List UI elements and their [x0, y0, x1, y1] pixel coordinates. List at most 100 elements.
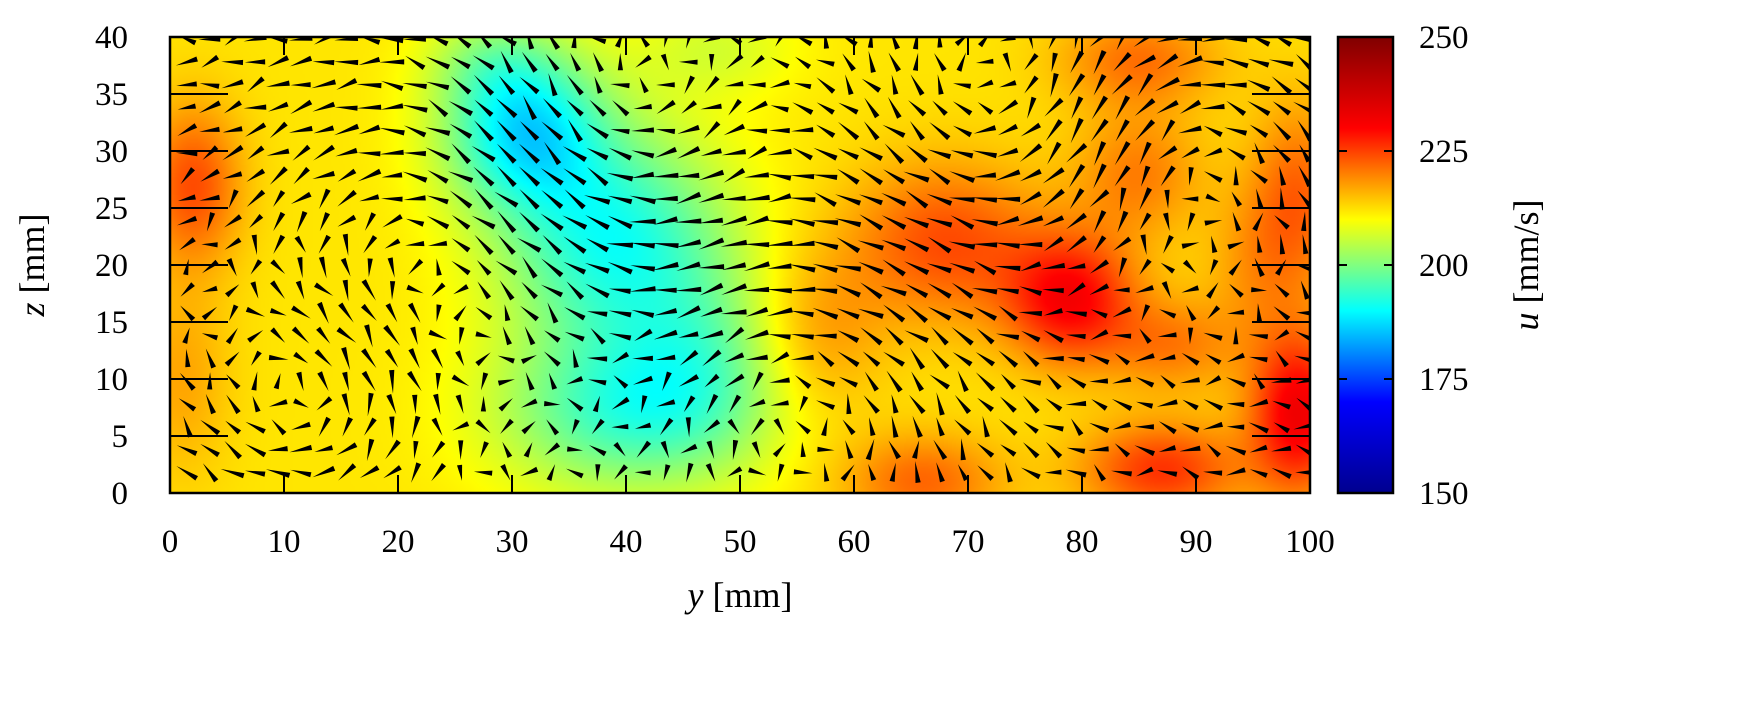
velocity-vector — [813, 147, 838, 161]
velocity-vector — [727, 418, 740, 435]
y-tick-label: 0 — [112, 476, 129, 512]
velocity-vector — [971, 288, 998, 295]
velocity-vector — [751, 441, 761, 459]
velocity-vector — [975, 58, 994, 64]
velocity-vector — [449, 190, 473, 209]
velocity-vector — [473, 166, 495, 187]
velocity-vector — [929, 122, 951, 141]
velocity-vector — [951, 326, 974, 346]
velocity-vector — [312, 170, 335, 179]
velocity-vector — [1042, 288, 1064, 294]
velocity-vector — [652, 243, 679, 249]
velocity-vector — [496, 98, 518, 119]
velocity-vector — [364, 324, 373, 348]
velocity-vector — [426, 195, 449, 205]
velocity-vector — [448, 100, 473, 117]
velocity-vector — [1051, 52, 1058, 73]
velocity-vector — [972, 150, 997, 159]
velocity-vector — [606, 172, 634, 182]
velocity-vector — [518, 143, 540, 164]
velocity-vector — [180, 37, 197, 46]
velocity-vector — [1114, 353, 1130, 366]
velocity-vector — [868, 50, 876, 73]
velocity-vector — [1134, 424, 1154, 430]
velocity-vector — [949, 171, 975, 183]
velocity-vector — [656, 99, 676, 114]
velocity-vector — [960, 438, 966, 461]
velocity-vector — [1093, 210, 1107, 234]
velocity-vector — [720, 215, 748, 226]
velocity-vector — [888, 52, 901, 72]
velocity-vector — [337, 168, 357, 182]
velocity-vector — [379, 59, 405, 65]
velocity-vector — [676, 191, 702, 205]
velocity-vector — [296, 211, 308, 233]
velocity-vector — [631, 150, 655, 159]
velocity-vector — [497, 143, 517, 164]
velocity-vector — [405, 241, 425, 247]
velocity-vector — [1294, 355, 1310, 363]
velocity-vector — [678, 374, 699, 387]
velocity-vector — [1256, 303, 1262, 322]
velocity-vector — [1136, 401, 1154, 409]
velocity-vector — [1199, 82, 1226, 88]
velocity-vector — [1163, 235, 1174, 254]
velocity-vector — [451, 56, 471, 70]
x-tick-label: 70 — [952, 524, 985, 560]
velocity-vector — [799, 395, 809, 413]
velocity-vector — [177, 215, 198, 226]
velocity-vector — [1135, 285, 1154, 293]
velocity-vector — [451, 143, 471, 165]
velocity-vector — [318, 416, 331, 437]
velocity-vector — [246, 189, 266, 207]
velocity-vector — [1274, 283, 1290, 298]
velocity-vector — [246, 168, 266, 182]
velocity-vector — [882, 124, 906, 138]
velocity-vector — [659, 417, 674, 436]
velocity-vector — [953, 83, 972, 89]
velocity-vector — [584, 195, 611, 205]
velocity-vector — [654, 146, 677, 158]
velocity-vector — [768, 128, 790, 134]
velocity-vector — [449, 123, 473, 139]
velocity-vector — [937, 74, 944, 95]
velocity-vector — [389, 369, 395, 394]
velocity-vector — [1091, 95, 1108, 120]
velocity-vector — [743, 242, 770, 248]
velocity-vector — [268, 101, 289, 112]
velocity-vector — [338, 463, 357, 481]
velocity-vector — [815, 377, 836, 388]
colorbar-tick-label: 150 — [1419, 476, 1469, 512]
velocity-vector — [891, 37, 900, 50]
velocity-vector — [952, 101, 973, 116]
velocity-vector — [973, 306, 997, 321]
velocity-vector — [1155, 76, 1180, 92]
velocity-vector — [318, 234, 331, 254]
velocity-vector — [1093, 74, 1107, 96]
velocity-vector — [1295, 331, 1310, 342]
velocity-vector — [546, 464, 556, 481]
velocity-vector — [252, 395, 261, 413]
velocity-vector — [312, 465, 336, 478]
velocity-vector — [1066, 375, 1087, 389]
velocity-vector — [175, 151, 198, 157]
velocity-vector — [1115, 119, 1130, 142]
velocity-vector — [743, 194, 770, 201]
velocity-vector — [342, 279, 349, 302]
velocity-vector — [224, 237, 242, 250]
velocity-vector — [452, 421, 470, 431]
velocity-vector — [544, 141, 562, 166]
velocity-vector — [1248, 422, 1269, 434]
velocity-vector — [905, 190, 929, 209]
velocity-vector — [229, 304, 239, 321]
velocity-vector — [699, 217, 724, 224]
velocity-vector — [790, 310, 814, 318]
velocity-vector — [594, 76, 603, 94]
velocity-vector — [1188, 167, 1194, 186]
velocity-vector — [720, 309, 747, 315]
velocity-vector — [931, 326, 949, 346]
velocity-vector — [677, 124, 700, 134]
velocity-vector — [201, 242, 218, 248]
velocity-vector — [1066, 235, 1087, 253]
velocity-vector — [312, 101, 336, 112]
